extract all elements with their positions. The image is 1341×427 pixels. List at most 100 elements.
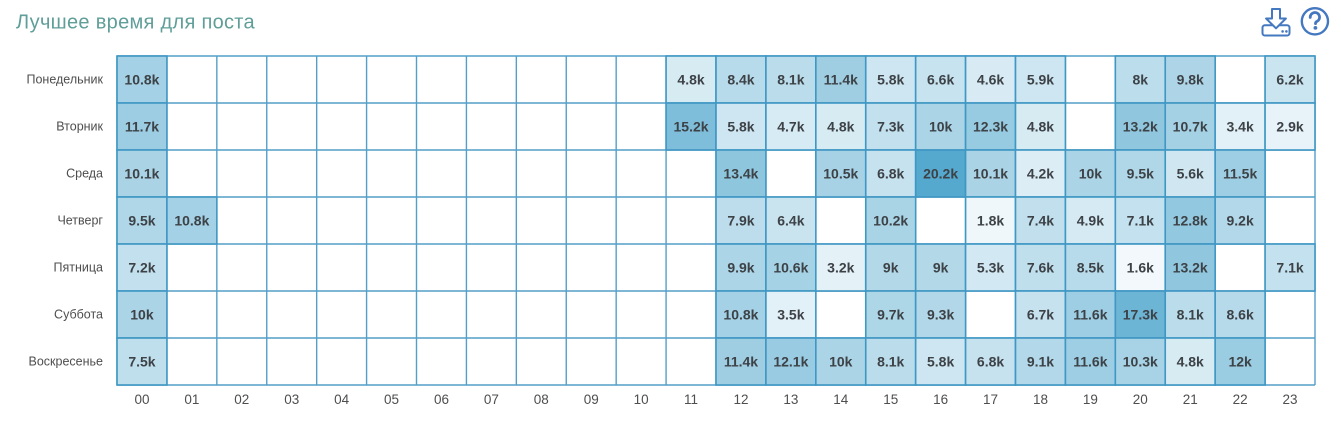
svg-text:10.2k: 10.2k [873,213,908,229]
svg-text:4.8k: 4.8k [827,119,854,135]
svg-text:12: 12 [733,392,748,407]
svg-text:Пятница: Пятница [54,261,104,275]
svg-text:4.7k: 4.7k [777,119,804,135]
svg-text:19: 19 [1083,392,1098,407]
svg-text:10.3k: 10.3k [1123,354,1158,370]
svg-text:9.9k: 9.9k [727,260,754,276]
svg-text:4.2k: 4.2k [1027,166,1054,182]
svg-text:6.8k: 6.8k [877,166,904,182]
svg-text:6.8k: 6.8k [977,354,1004,370]
svg-text:3.5k: 3.5k [777,307,804,323]
svg-text:6.4k: 6.4k [777,213,804,229]
svg-text:9.7k: 9.7k [877,307,904,323]
svg-text:10.1k: 10.1k [124,166,159,182]
svg-text:10.8k: 10.8k [124,72,159,88]
svg-text:10k: 10k [929,119,953,135]
svg-text:9k: 9k [933,260,949,276]
svg-text:23: 23 [1283,392,1298,407]
svg-text:9.5k: 9.5k [128,213,155,229]
svg-text:1.6k: 1.6k [1127,260,1154,276]
svg-text:9.3k: 9.3k [927,307,954,323]
svg-text:11.6k: 11.6k [1073,354,1107,370]
svg-text:7.4k: 7.4k [1027,213,1054,229]
svg-text:11: 11 [684,392,698,407]
svg-text:20: 20 [1133,392,1148,407]
svg-text:8.5k: 8.5k [1077,260,1104,276]
svg-text:03: 03 [284,392,299,407]
svg-text:10k: 10k [829,354,853,370]
svg-text:13.4k: 13.4k [723,166,758,182]
svg-text:10.1k: 10.1k [973,166,1008,182]
svg-text:10.7k: 10.7k [1173,119,1208,135]
svg-text:4.8k: 4.8k [1027,119,1054,135]
svg-text:11.4k: 11.4k [824,72,858,88]
svg-text:Среда: Среда [66,167,103,181]
svg-text:11.5k: 11.5k [1223,166,1257,182]
svg-text:01: 01 [184,392,199,407]
svg-text:10.8k: 10.8k [174,213,209,229]
svg-text:12.3k: 12.3k [973,119,1008,135]
svg-text:21: 21 [1183,392,1198,407]
svg-text:18: 18 [1033,392,1048,407]
svg-text:10.8k: 10.8k [723,307,758,323]
svg-text:12.8k: 12.8k [1173,213,1208,229]
svg-text:7.3k: 7.3k [877,119,904,135]
svg-text:16: 16 [933,392,948,407]
svg-text:1.8k: 1.8k [977,213,1004,229]
svg-text:10: 10 [634,392,649,407]
svg-text:10k: 10k [1079,166,1103,182]
svg-text:02: 02 [234,392,249,407]
svg-text:05: 05 [384,392,399,407]
svg-text:Лучшее время для поста: Лучшее время для поста [16,12,256,34]
svg-text:9.8k: 9.8k [1177,72,1204,88]
svg-text:07: 07 [484,392,499,407]
svg-text:09: 09 [584,392,599,407]
svg-text:4.6k: 4.6k [977,72,1004,88]
svg-text:08: 08 [534,392,549,407]
svg-text:15.2k: 15.2k [674,119,709,135]
svg-text:Вторник: Вторник [56,120,103,134]
svg-text:8.1k: 8.1k [777,72,804,88]
svg-text:13: 13 [783,392,798,407]
svg-text:04: 04 [334,392,350,407]
svg-text:9.1k: 9.1k [1027,354,1054,370]
svg-text:7.1k: 7.1k [1276,260,1303,276]
svg-text:10k: 10k [130,307,154,323]
svg-text:11.6k: 11.6k [1073,307,1107,323]
svg-text:8k: 8k [1133,72,1149,88]
svg-text:10.5k: 10.5k [823,166,858,182]
svg-text:9k: 9k [883,260,899,276]
svg-text:8.6k: 8.6k [1226,307,1253,323]
svg-text:Понедельник: Понедельник [26,73,103,87]
svg-text:5.3k: 5.3k [977,260,1004,276]
svg-text:00: 00 [134,392,149,407]
svg-text:13.2k: 13.2k [1173,260,1208,276]
svg-text:Четверг: Четверг [57,214,103,228]
svg-text:8.1k: 8.1k [1177,307,1204,323]
svg-text:7.9k: 7.9k [727,213,754,229]
svg-text:5.8k: 5.8k [927,354,954,370]
svg-text:11.4k: 11.4k [724,354,758,370]
svg-text:11.7k: 11.7k [125,119,159,135]
svg-text:10.6k: 10.6k [773,260,808,276]
svg-text:8.1k: 8.1k [877,354,904,370]
svg-text:4.8k: 4.8k [677,72,704,88]
svg-text:7.6k: 7.6k [1027,260,1054,276]
svg-text:6.6k: 6.6k [927,72,954,88]
svg-text:2.9k: 2.9k [1276,119,1303,135]
svg-text:4.9k: 4.9k [1077,213,1104,229]
svg-text:13.2k: 13.2k [1123,119,1158,135]
svg-text:9.5k: 9.5k [1127,166,1154,182]
svg-text:8.4k: 8.4k [727,72,754,88]
svg-text:5.8k: 5.8k [727,119,754,135]
svg-text:12k: 12k [1228,354,1252,370]
svg-text:Суббота: Суббота [54,308,103,322]
svg-text:4.8k: 4.8k [1177,354,1204,370]
svg-text:5.6k: 5.6k [1177,166,1204,182]
svg-text:7.5k: 7.5k [128,354,155,370]
svg-text:3.2k: 3.2k [827,260,854,276]
svg-text:7.2k: 7.2k [128,260,155,276]
svg-text:9.2k: 9.2k [1226,213,1253,229]
svg-text:6.7k: 6.7k [1027,307,1054,323]
svg-text:15: 15 [883,392,898,407]
